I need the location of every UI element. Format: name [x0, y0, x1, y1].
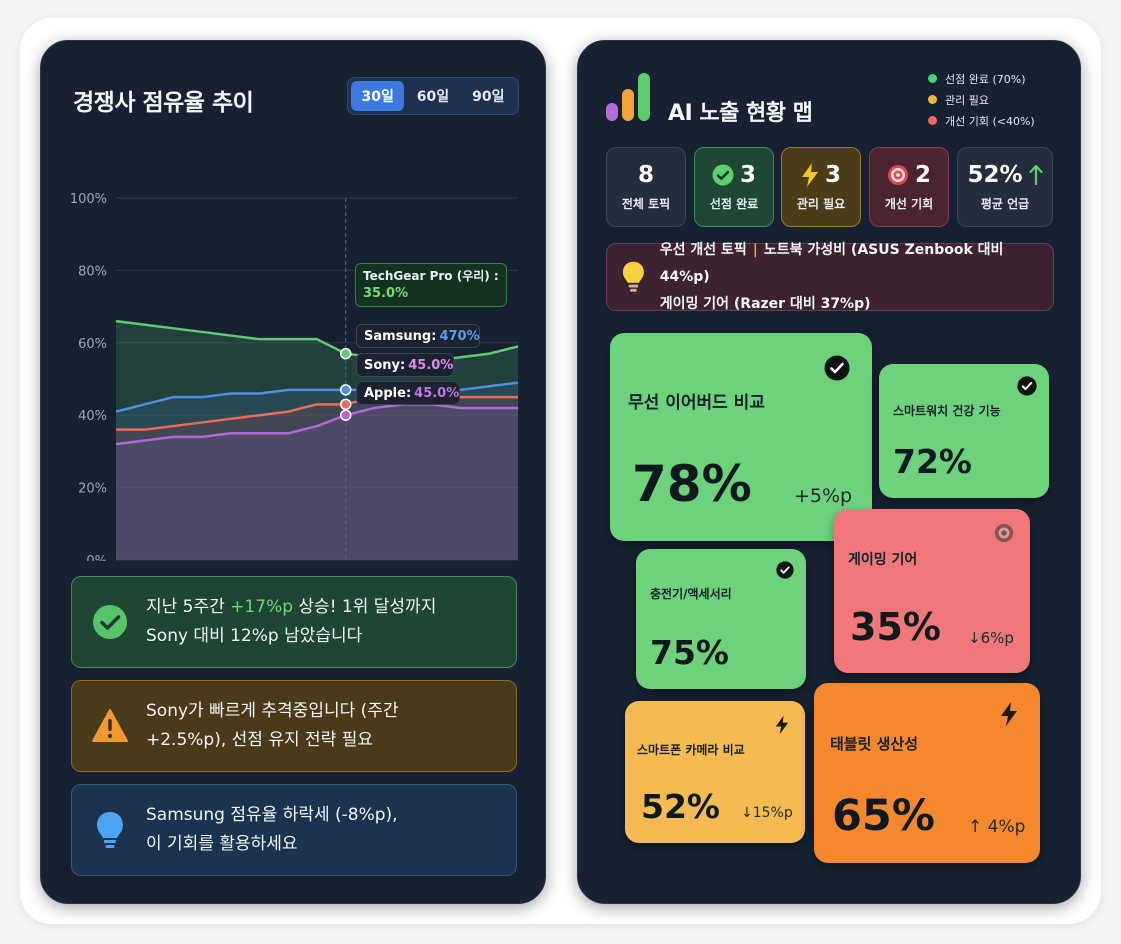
tooltip-apple-value: 45.0% [414, 385, 460, 401]
y-tick-label: 40% [78, 409, 107, 424]
point-samsung [339, 384, 352, 396]
ai-exposure-panel: AI 노출 현황 맵 선점 완료 (70%) 관리 필요 개선 기회 (<40%… [577, 40, 1081, 904]
tab-90-days[interactable]: 90일 [472, 89, 505, 105]
topic-tile-tablet[interactable]: 태블릿 생산성 65% ↑ 4%p [814, 683, 1040, 863]
topic-tile-camera[interactable]: 스마트폰 카메라 비교 52% ↓15%p [625, 701, 805, 843]
area-techgear-pro [116, 321, 518, 560]
y-tick-label: 20% [78, 482, 107, 497]
legend-item-manage: 관리 필요 [928, 89, 1035, 110]
status-legend: 선점 완료 (70%) 관리 필요 개선 기회 (<40%) [928, 68, 1035, 131]
range-tabs: 30일 60일 90일 [347, 77, 519, 115]
priority-topic-text: 우선 개선 토픽 | 노트북 가성비 (ASUS Zenbook 대비 44%p) … [659, 241, 1004, 312]
insight-success-text: 지난 5주간 +17%p 상승! 1위 달성까지 Sony 대비 12%p 남았… [146, 597, 437, 646]
tooltip-sony-name: Sony: [364, 357, 406, 373]
tooltip-samsung-name: Samsung: [364, 328, 437, 344]
topic-tile-charger[interactable]: 충전기/액세서리 75% [636, 549, 806, 689]
lightning-icon [801, 163, 818, 187]
arrow-up-icon [1028, 165, 1043, 185]
tooltip-techgear-value: 35.0% [363, 286, 409, 301]
panel-title: AI 노출 현황 맵 [668, 101, 813, 126]
stat-average-mention[interactable]: 52% 평균 언급 [957, 147, 1053, 227]
topic-tile-smartwatch[interactable]: 스마트워치 건강 기능 72% [879, 364, 1049, 498]
lightning-icon [775, 715, 789, 735]
warning-triangle-icon [90, 708, 130, 744]
stat-improve[interactable]: 2 개선 기회 [869, 147, 949, 227]
growth-highlight: +17%p [230, 597, 294, 617]
insight-warning-text: Sony가 빠르게 추격중입니다 (주간 +2.5%p), 선점 유지 전략 필… [146, 701, 399, 750]
lightbulb-icon [90, 810, 130, 850]
point-sony [339, 398, 352, 411]
tooltip-apple-name: Apple: [364, 385, 412, 401]
target-icon [887, 165, 908, 185]
insight-success-card: 지난 5주간 +17%p 상승! 1위 달성까지 Sony 대비 12%p 남았… [71, 576, 517, 668]
insight-tip-text: Samsung 점유율 하락세 (-8%p), 이 기회를 활용하세요 [146, 805, 398, 854]
share-trend-chart[interactable]: 0%20%40%60%80%100%12/512/612/1212/1712/2… [41, 141, 546, 561]
stat-done[interactable]: 3 선점 완료 [694, 147, 774, 227]
check-circle-icon [90, 604, 130, 640]
check-circle-icon [776, 561, 794, 579]
check-circle-icon [824, 355, 850, 381]
check-circle-icon [712, 164, 734, 186]
competitor-share-panel: 경쟁사 점유율 추이 30일 60일 90일 0% 20% 40% 60% 80% 100… [40, 40, 546, 904]
legend-item-improve: 개선 기회 (<40%) [928, 110, 1035, 131]
tooltip-techgear: TechGear Pro (우리) : 35.0% [355, 263, 507, 307]
area-samsung [116, 382, 518, 560]
line-apple [115, 403, 518, 446]
y-tick-label: 80% [78, 264, 107, 279]
topic-tile-gaming[interactable]: 게이밍 기어 35% ↓6%p [834, 509, 1030, 673]
point-apple [339, 409, 352, 421]
tooltip-sony-value: 45.0% [408, 357, 454, 373]
tab-60-days[interactable]: 60일 [416, 89, 450, 105]
lightning-icon [1001, 702, 1017, 726]
y-tick-label: 60% [78, 337, 107, 352]
tooltip-sony: Sony: 45.0% [356, 353, 454, 377]
tooltip-apple: Apple: 45.0% [356, 381, 460, 405]
panel-title: 경쟁사 점유율 추이 [73, 90, 254, 116]
insight-tip-card: Samsung 점유율 하락세 (-8%p), 이 기회를 활용하세요 [71, 784, 517, 876]
target-icon [994, 523, 1014, 543]
priority-topic-banner[interactable]: 우선 개선 토픽 | 노트북 가성비 (ASUS Zenbook 대비 44%p) … [606, 242, 1054, 312]
lightbulb-icon [622, 261, 644, 292]
tab-30-days[interactable]: 30일 [351, 81, 405, 111]
insight-warning-card: Sony가 빠르게 추격중입니다 (주간 +2.5%p), 선점 유지 전략 필… [71, 680, 517, 772]
check-circle-icon [1017, 376, 1037, 396]
point-techgear-pro [339, 347, 352, 360]
tooltip-samsung: Samsung: 470% [356, 324, 480, 348]
y-tick-label: 100% [70, 192, 107, 207]
bar-chart-logo-icon [606, 73, 650, 121]
tooltip-techgear-name: TechGear Pro (우리) : [363, 269, 499, 283]
y-tick-label: 0% [86, 554, 107, 561]
stat-manage[interactable]: 3 관리 필요 [781, 147, 861, 227]
topic-tile-earbuds[interactable]: 무선 이어버드 비교 78% +5%p [610, 333, 872, 541]
tooltip-samsung-value: 470% [439, 328, 480, 344]
area-apple [116, 404, 518, 560]
stat-total-topics[interactable]: 8 전체 토픽 [606, 147, 686, 227]
legend-item-done: 선점 완료 (70%) [928, 68, 1035, 89]
